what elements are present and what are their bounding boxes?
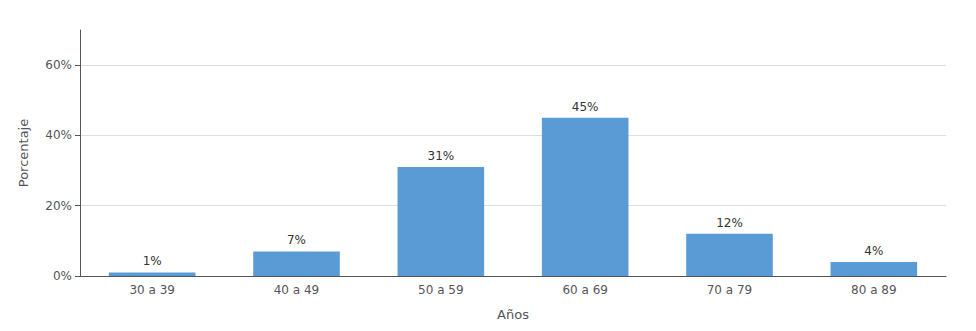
svg-text:30 a 39: 30 a 39 xyxy=(129,283,175,297)
svg-text:4%: 4% xyxy=(864,244,883,258)
svg-text:70 a 79: 70 a 79 xyxy=(707,283,753,297)
svg-text:40 a 49: 40 a 49 xyxy=(274,283,320,297)
svg-text:31%: 31% xyxy=(427,149,454,163)
svg-text:80 a 89: 80 a 89 xyxy=(851,283,897,297)
svg-text:20%: 20% xyxy=(45,199,72,213)
svg-text:Porcentaje: Porcentaje xyxy=(16,119,31,187)
svg-text:0%: 0% xyxy=(53,269,72,283)
svg-text:60 a 69: 60 a 69 xyxy=(562,283,608,297)
svg-text:40%: 40% xyxy=(45,128,72,142)
svg-text:Años: Años xyxy=(497,307,529,322)
svg-text:50 a 59: 50 a 59 xyxy=(418,283,464,297)
svg-text:7%: 7% xyxy=(287,233,306,247)
svg-text:45%: 45% xyxy=(572,100,599,114)
svg-text:60%: 60% xyxy=(45,58,72,72)
svg-text:1%: 1% xyxy=(143,254,162,268)
svg-text:12%: 12% xyxy=(716,216,743,230)
